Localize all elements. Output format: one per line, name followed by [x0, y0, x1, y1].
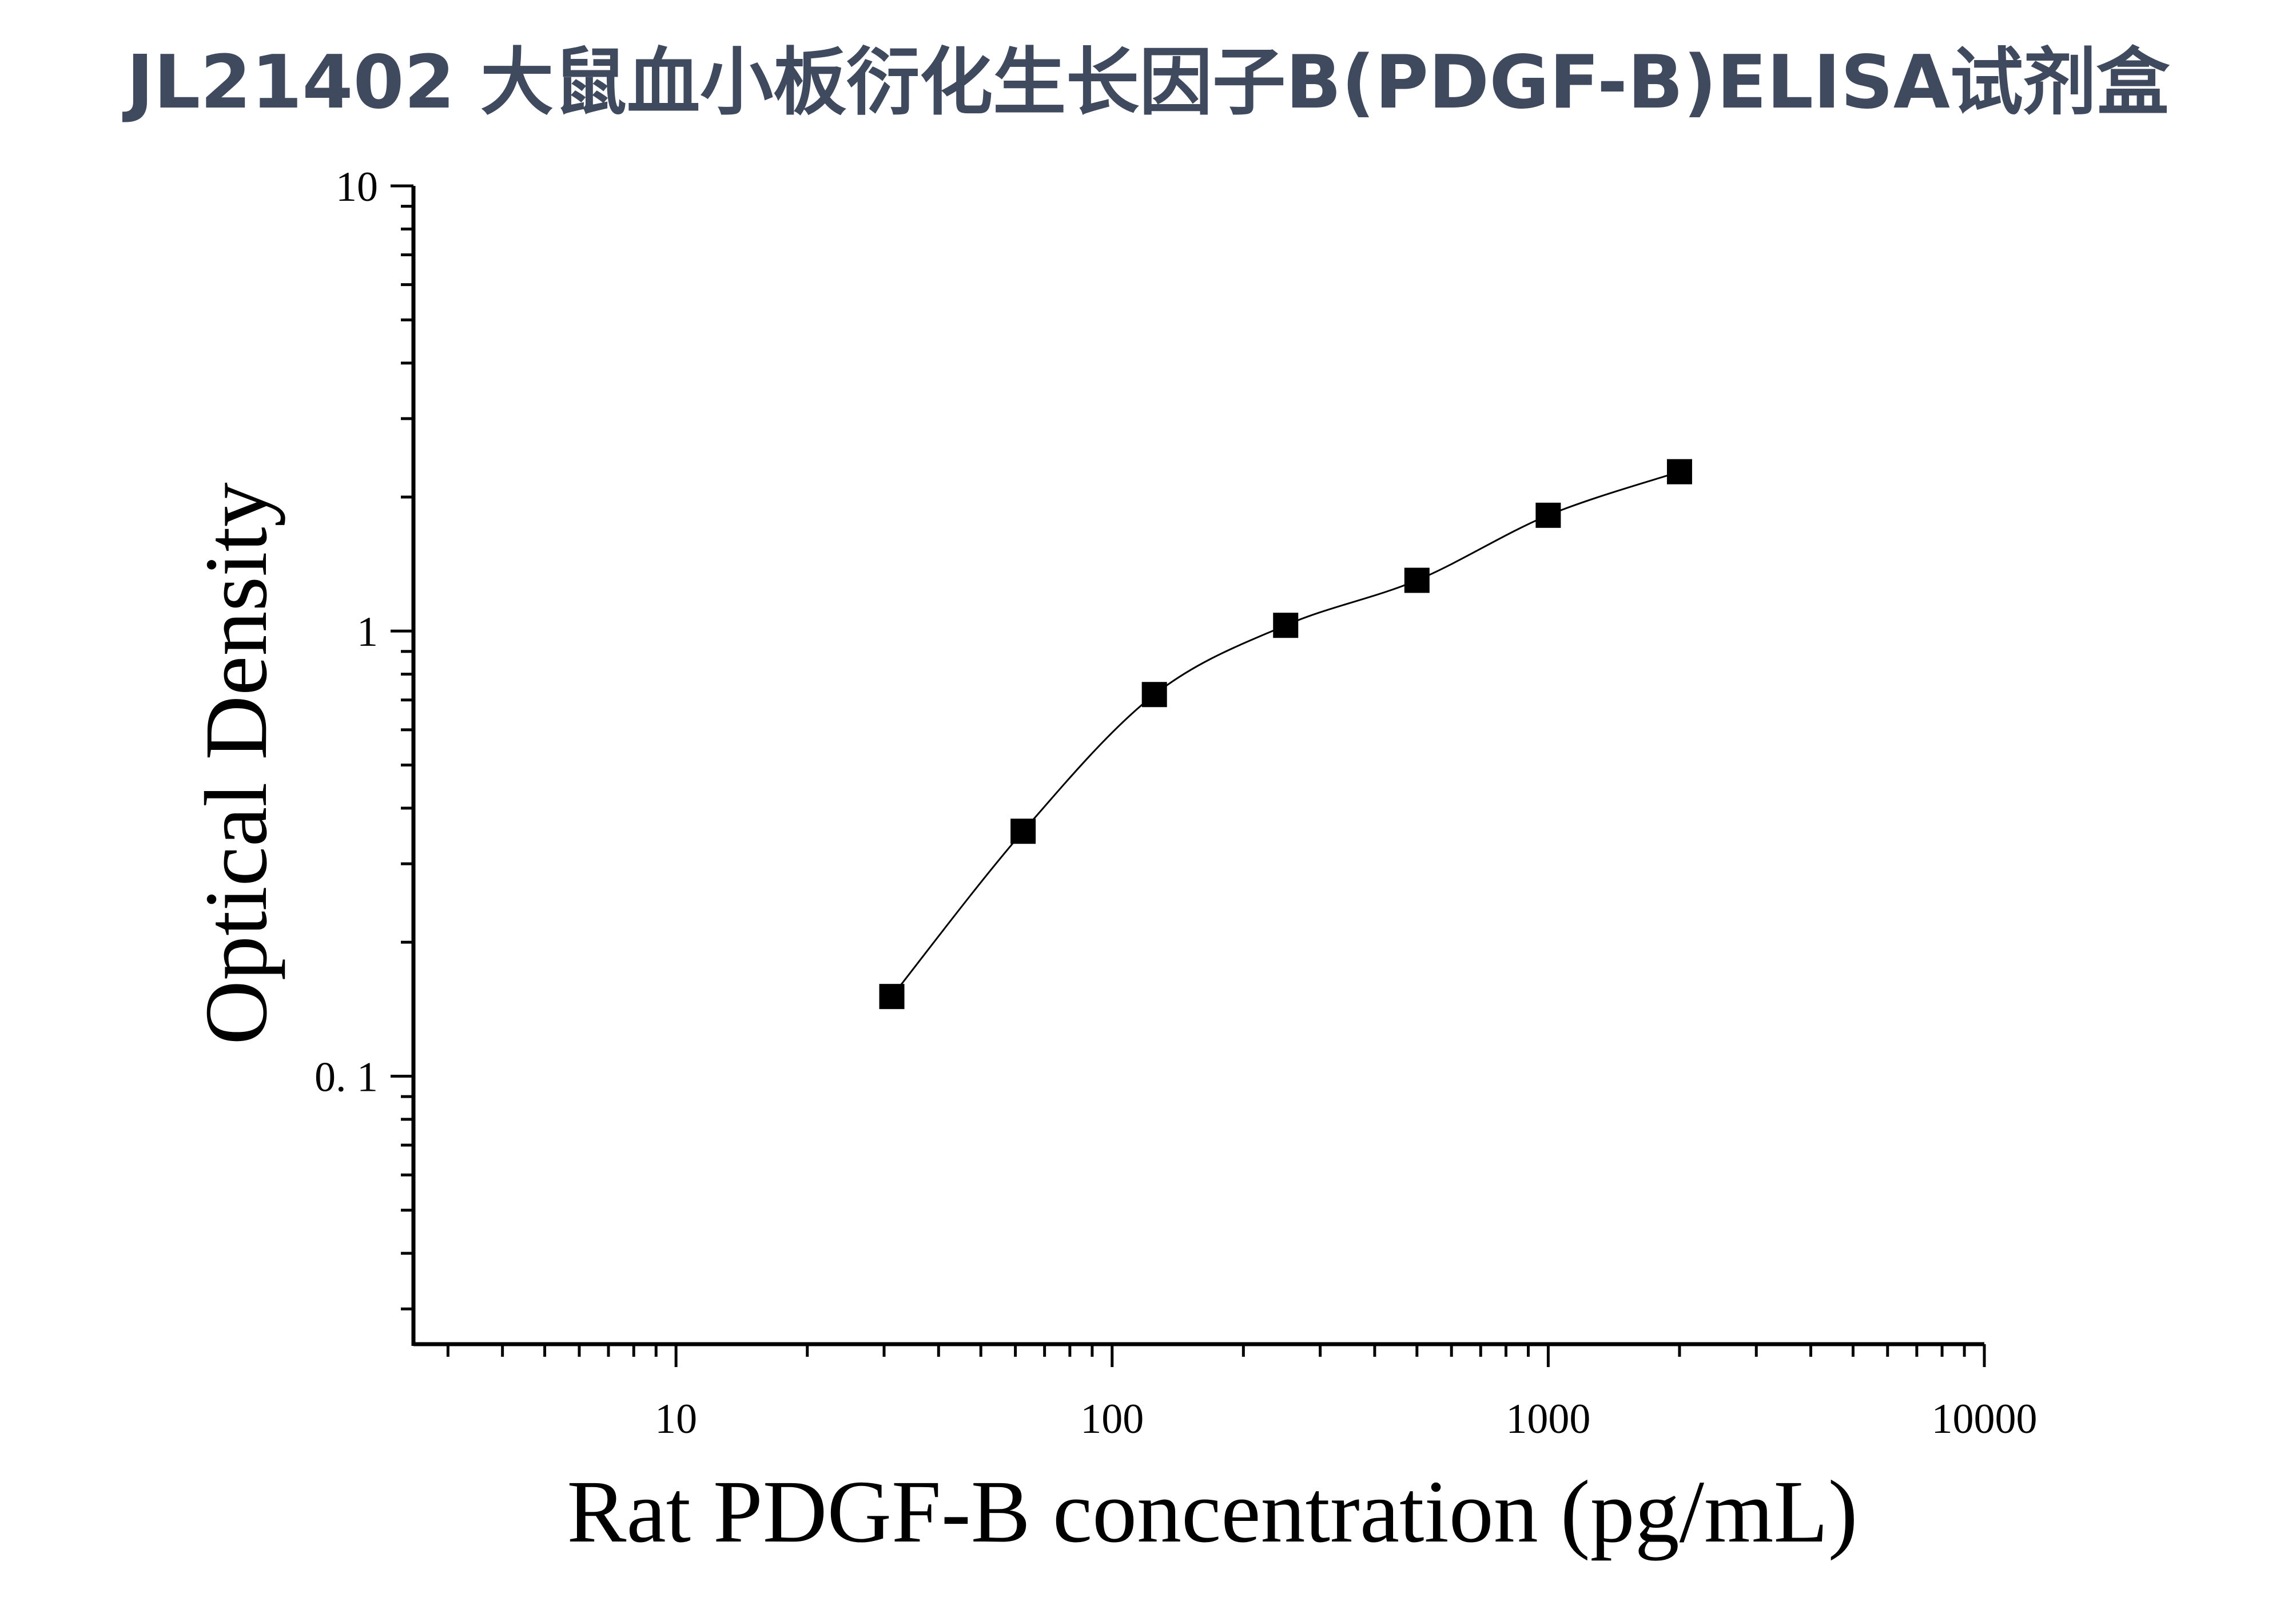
- data-point: [1404, 567, 1430, 593]
- y-tick-label: 10: [336, 164, 378, 210]
- data-points-layer: [879, 459, 1692, 1010]
- y-tick-label: 1: [357, 609, 378, 655]
- y-axis-title: Optical Density: [186, 482, 285, 1044]
- fit-curve: [891, 471, 1680, 998]
- x-tick-label: 100: [1080, 1396, 1144, 1443]
- data-point: [1273, 613, 1299, 638]
- axes: 10 100 1000 10000 0. 1 1 10: [315, 164, 2038, 1443]
- data-point: [879, 984, 905, 1010]
- x-axis-title: Rat PDGF-B concentration (pg/mL): [567, 1462, 1857, 1561]
- x-tick-label: 1000: [1506, 1396, 1590, 1443]
- x-tick-label: 10000: [1932, 1396, 2038, 1443]
- fit-curve-layer: [891, 471, 1680, 998]
- data-point: [1666, 459, 1692, 484]
- page-title: JL21402 大鼠血小板衍化生长因子B(PDGF-B)ELISA试剂盒: [126, 40, 2170, 125]
- data-point: [1141, 682, 1167, 708]
- x-tick-label: 10: [655, 1396, 697, 1443]
- data-point: [1010, 819, 1036, 844]
- y-tick-label: 0. 1: [315, 1054, 378, 1101]
- data-point: [1535, 502, 1561, 528]
